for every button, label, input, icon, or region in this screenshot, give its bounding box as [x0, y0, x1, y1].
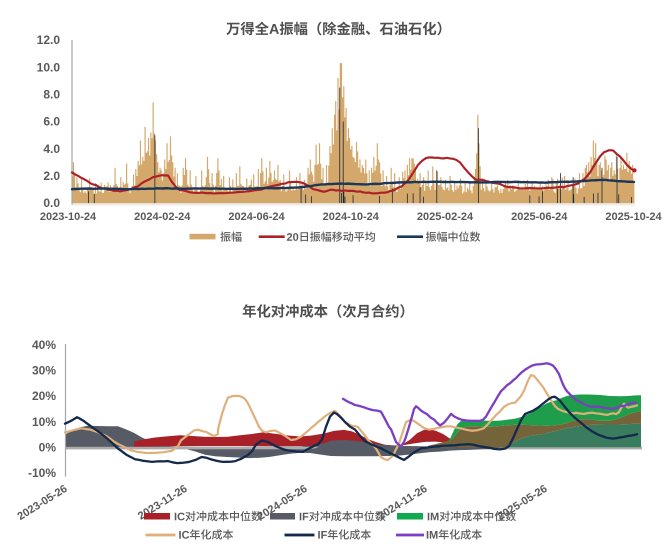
svg-text:40%: 40% [32, 338, 56, 352]
svg-text:2025-05-26: 2025-05-26 [496, 483, 550, 523]
svg-text:2.0: 2.0 [43, 169, 60, 183]
svg-text:2023-10-24: 2023-10-24 [40, 211, 97, 223]
svg-text:6.0: 6.0 [43, 115, 60, 129]
svg-text:2025-10-24: 2025-10-24 [605, 211, 662, 223]
svg-text:8.0: 8.0 [43, 88, 60, 102]
svg-text:10%: 10% [32, 415, 56, 429]
svg-text:2023-05-26: 2023-05-26 [16, 483, 70, 523]
svg-text:0%: 0% [39, 441, 57, 455]
svg-text:2024-10-24: 2024-10-24 [323, 211, 380, 223]
svg-text:4.0: 4.0 [43, 142, 60, 156]
svg-text:2025-06-24: 2025-06-24 [511, 211, 568, 223]
svg-text:20%: 20% [32, 389, 56, 403]
svg-text:-10%: -10% [28, 466, 56, 480]
svg-text:2025-02-24: 2025-02-24 [417, 211, 474, 223]
svg-text:12.0: 12.0 [37, 33, 61, 47]
svg-text:10.0: 10.0 [37, 60, 61, 74]
svg-text:30%: 30% [32, 364, 56, 378]
svg-text:2024-06-24: 2024-06-24 [228, 211, 285, 223]
svg-text:2024-02-24: 2024-02-24 [134, 211, 191, 223]
svg-text:0.0: 0.0 [43, 196, 60, 210]
